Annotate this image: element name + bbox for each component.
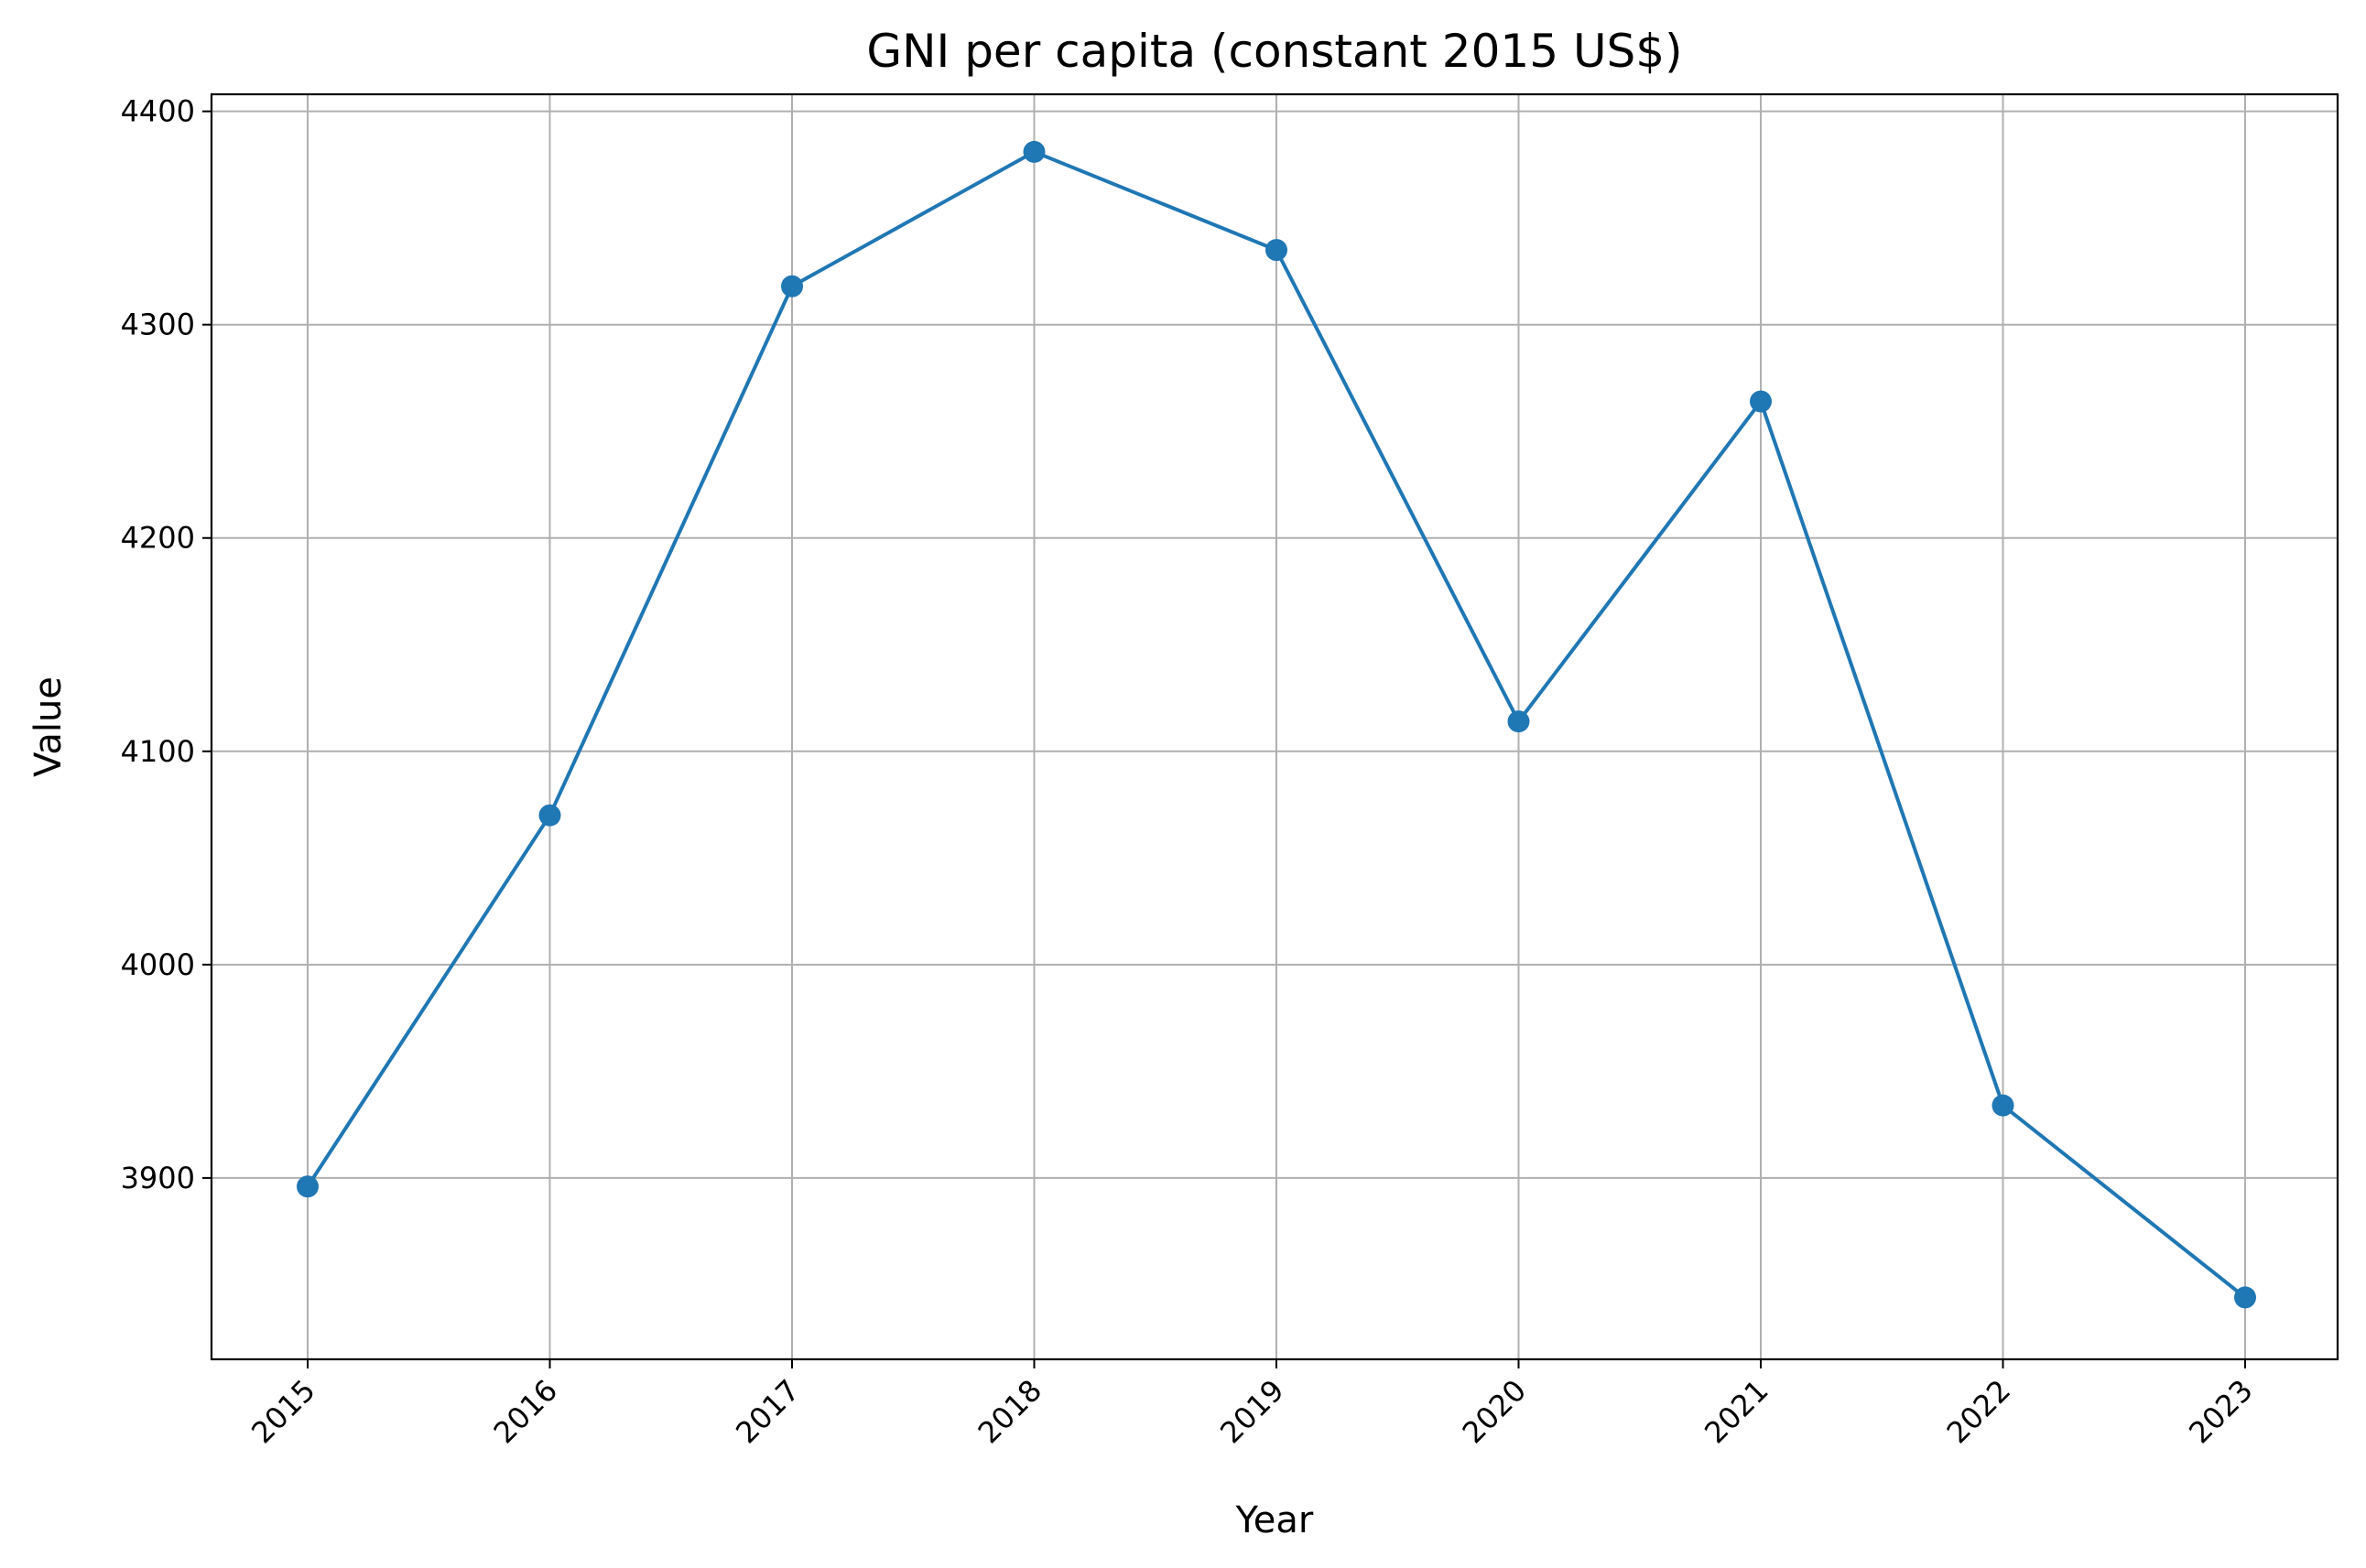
plot-area-frame (210, 92, 2339, 1361)
series-layer (297, 140, 2256, 1309)
data-point (1507, 710, 1530, 733)
data-point (1265, 239, 1287, 262)
y-tick-label: 4400 (121, 94, 195, 129)
data-point (781, 275, 803, 297)
y-tick-label: 4300 (121, 308, 195, 342)
chart-title: GNI per capita (constant 2015 US$) (866, 25, 1682, 78)
y-axis-title: Value (27, 676, 70, 777)
data-point (1750, 390, 1772, 413)
data-point (1023, 140, 1046, 163)
data-point (1992, 1094, 2014, 1117)
x-axis-title: Year (1235, 1499, 1314, 1541)
x-gridlines (307, 94, 2246, 1359)
y-tick-label: 4100 (121, 734, 195, 769)
y-gridlines (212, 110, 2338, 1179)
y-tick-label: 4200 (121, 521, 195, 556)
data-point (2234, 1286, 2256, 1309)
y-tick-label: 4000 (121, 947, 195, 982)
y-axis-ticks: 3900 4000 4100 4200 4300 4400 (121, 94, 212, 1195)
data-point (538, 804, 561, 827)
y-tick-label: 3900 (121, 1161, 195, 1195)
data-point (297, 1175, 319, 1198)
